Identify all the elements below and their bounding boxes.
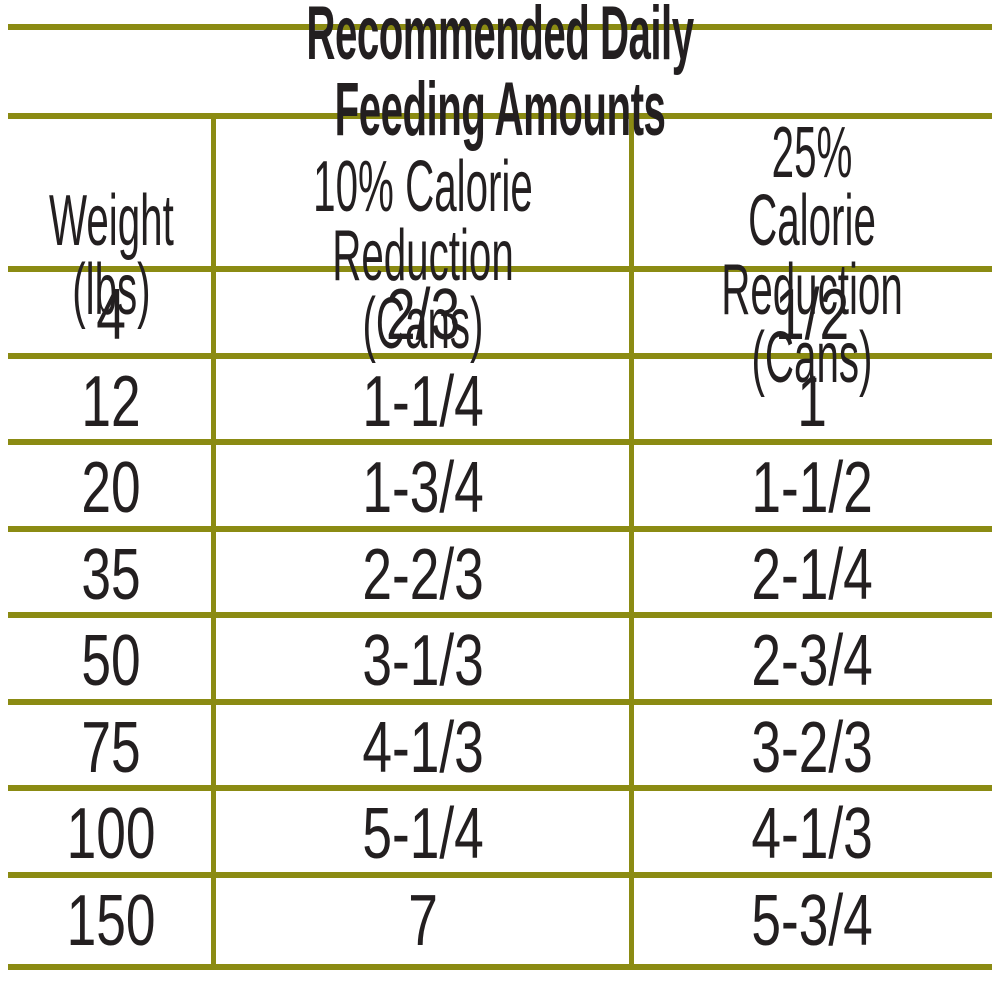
cal10-value: 2/3 (385, 275, 461, 356)
cal10-value: 3-1/3 (362, 621, 484, 702)
header-cell-weight: Weight (lbs) (8, 119, 214, 393)
weight-cell: 100 (8, 791, 214, 878)
cal10-cell: 1-3/4 (214, 445, 632, 532)
cal25-cell: 5-3/4 (632, 878, 992, 965)
cal25-cell: 1 (632, 359, 992, 446)
row-divider-line (8, 785, 992, 791)
cal10-cell: 7 (214, 878, 632, 965)
cal25-cell: 3-2/3 (632, 705, 992, 792)
weight-cell: 20 (8, 445, 214, 532)
row-divider-line (8, 699, 992, 705)
weight-value: 20 (81, 448, 141, 529)
weight-value: 4 (96, 275, 126, 356)
table-title: Recommended Daily Feeding Amounts (306, 0, 694, 152)
cal25-cell: 2-1/4 (632, 532, 992, 619)
table-header-row: Weight (lbs) 10% Calorie Reduction (Cans… (8, 117, 992, 394)
weight-cell: 35 (8, 532, 214, 619)
weight-cell: 4 (8, 272, 214, 359)
cal10-value: 4-1/3 (362, 707, 484, 788)
table-title-band: Recommended Daily Feeding Amounts (8, 0, 992, 147)
column-header-10pct-reduction: 10% Calorie Reduction (Cans) (313, 147, 533, 364)
cal10-cell: 1-1/4 (214, 359, 632, 446)
cal10-cell: 5-1/4 (214, 791, 632, 878)
cal25-cell: 1/2 (632, 272, 992, 359)
weight-cell: 12 (8, 359, 214, 446)
weight-value: 12 (81, 361, 141, 442)
column-divider-line (211, 113, 216, 970)
row-divider-line (8, 612, 992, 618)
cal25-cell: 4-1/3 (632, 791, 992, 878)
weight-value: 75 (81, 707, 141, 788)
weight-cell: 50 (8, 618, 214, 705)
column-header-weight: Weight (lbs) (48, 181, 174, 330)
weight-value: 150 (66, 880, 156, 961)
cal25-cell: 2-3/4 (632, 618, 992, 705)
weight-value: 35 (81, 534, 141, 615)
row-divider-line (8, 526, 992, 532)
cal10-value: 2-2/3 (362, 534, 484, 615)
cal25-value: 2-1/4 (751, 534, 873, 615)
cal25-value: 2-3/4 (751, 621, 873, 702)
header-cell-10pct: 10% Calorie Reduction (Cans) (214, 119, 632, 393)
column-divider-line (629, 113, 634, 970)
cal10-cell: 2/3 (214, 272, 632, 359)
cal25-value: 1-1/2 (751, 448, 873, 529)
cal25-value: 1/2 (774, 275, 850, 356)
header-divider-line (8, 266, 992, 272)
cal25-value: 4-1/3 (751, 794, 873, 875)
title-divider-line (8, 113, 992, 119)
row-divider-line (8, 439, 992, 445)
table-body: 4 2/3 1/2 12 1-1/4 1 20 1-3/4 1-1/2 35 2… (8, 272, 992, 964)
column-header-25pct-reduction: 25% Calorie Reduction (Cans) (721, 113, 903, 399)
cal10-value: 7 (408, 880, 438, 961)
cal25-value: 5-3/4 (751, 880, 873, 961)
cal25-cell: 1-1/2 (632, 445, 992, 532)
cal10-cell: 3-1/3 (214, 618, 632, 705)
row-divider-line (8, 353, 992, 359)
weight-value: 50 (81, 621, 141, 702)
weight-value: 100 (66, 794, 156, 875)
top-border-line (8, 24, 992, 30)
cal10-value: 1-1/4 (362, 361, 484, 442)
weight-cell: 75 (8, 705, 214, 792)
row-divider-line (8, 872, 992, 878)
cal10-cell: 4-1/3 (214, 705, 632, 792)
cal25-value: 3-2/3 (751, 707, 873, 788)
cal25-value: 1 (797, 361, 827, 442)
cal10-value: 1-3/4 (362, 448, 484, 529)
cal10-cell: 2-2/3 (214, 532, 632, 619)
weight-cell: 150 (8, 878, 214, 965)
header-cell-25pct: 25% Calorie Reduction (Cans) (632, 113, 992, 399)
cal10-value: 5-1/4 (362, 794, 484, 875)
bottom-border-line (8, 964, 992, 970)
